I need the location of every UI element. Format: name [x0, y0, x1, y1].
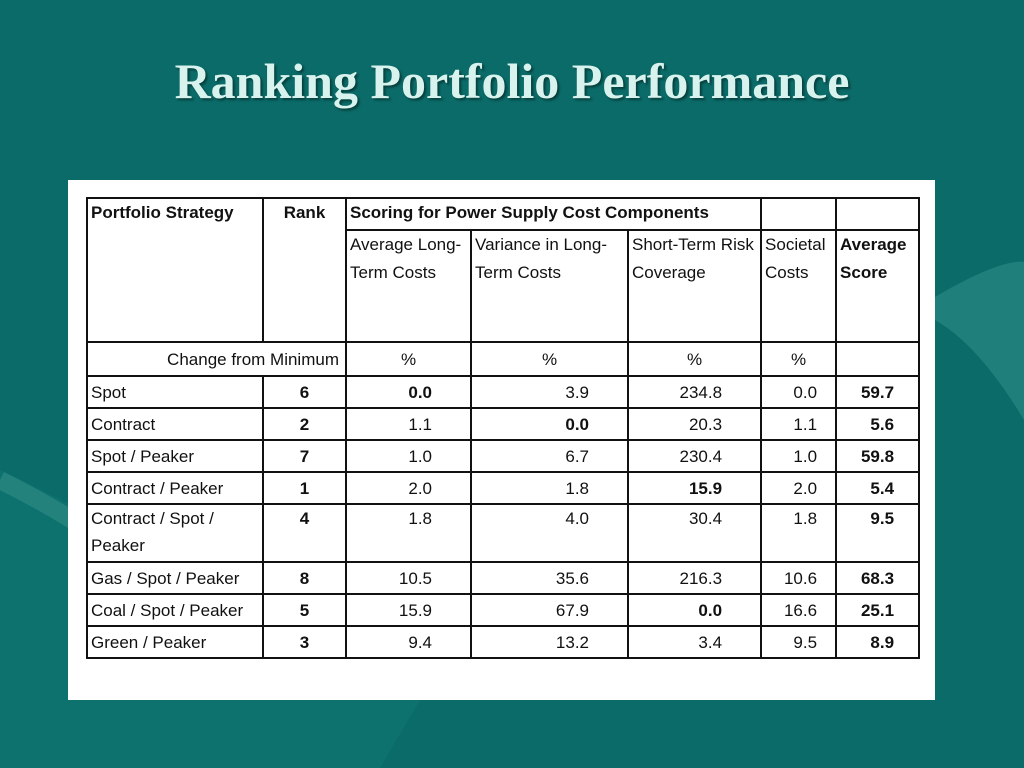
header-rank: Rank: [262, 197, 347, 343]
avg-long-term-cell: 0.0: [345, 375, 472, 409]
header-blank-cell: [835, 197, 921, 231]
header-blank-cell: [760, 197, 838, 231]
strategy-cell: Contract / Spot / Peaker: [86, 503, 264, 563]
rank-cell: 6: [262, 375, 347, 409]
average-score-cell: 59.8: [835, 439, 921, 473]
variance-cell: 4.0: [470, 503, 629, 563]
table-row: Spot 6 0.0 3.9 234.8 0.0 59.7: [86, 375, 921, 409]
portfolio-ranking-table: Portfolio Strategy Rank Scoring for Powe…: [86, 197, 921, 659]
strategy-cell: Gas / Spot / Peaker: [86, 561, 264, 595]
avg-long-term-cell: 15.9: [345, 593, 472, 627]
variance-cell: 13.2: [470, 625, 629, 659]
average-score-cell: 68.3: [835, 561, 921, 595]
unit-variance: %: [470, 341, 629, 377]
societal-cell: 1.0: [760, 439, 838, 473]
rank-cell: 3: [262, 625, 347, 659]
societal-cell: 9.5: [760, 625, 838, 659]
societal-cell: 0.0: [760, 375, 838, 409]
header-variance-long-term-costs: Variance in Long-Term Costs: [470, 229, 629, 343]
average-score-cell: 8.9: [835, 625, 921, 659]
rank-cell: 4: [262, 503, 347, 563]
units-label: Change from Minimum: [86, 341, 347, 377]
societal-cell: 10.6: [760, 561, 838, 595]
variance-cell: 1.8: [470, 471, 629, 505]
avg-long-term-cell: 10.5: [345, 561, 472, 595]
average-score-cell: 9.5: [835, 503, 921, 563]
table-row: Green / Peaker 3 9.4 13.2 3.4 9.5 8.9: [86, 625, 921, 659]
table-panel: Portfolio Strategy Rank Scoring for Powe…: [68, 180, 935, 700]
table-row: Coal / Spot / Peaker 5 15.9 67.9 0.0 16.…: [86, 593, 921, 627]
unit-short-term: %: [626, 341, 763, 377]
rank-cell: 8: [262, 561, 347, 595]
rank-cell: 2: [262, 407, 347, 441]
rank-cell: 7: [262, 439, 347, 473]
strategy-cell: Coal / Spot / Peaker: [86, 593, 264, 627]
average-score-cell: 5.6: [835, 407, 921, 441]
avg-long-term-cell: 1.0: [345, 439, 472, 473]
header-group-row: Portfolio Strategy Rank Scoring for Powe…: [86, 197, 921, 343]
variance-cell: 35.6: [470, 561, 629, 595]
short-term-cell: 20.3: [626, 407, 763, 441]
table-row: Contract / Spot / Peaker 4 1.8 4.0 30.4 …: [86, 503, 921, 563]
table-row: Contract 2 1.1 0.0 20.3 1.1 5.6: [86, 407, 921, 441]
units-row: Change from Minimum % % % %: [86, 341, 921, 377]
short-term-cell: 15.9: [626, 471, 763, 505]
avg-long-term-cell: 9.4: [345, 625, 472, 659]
variance-cell: 67.9: [470, 593, 629, 627]
rank-cell: 1: [262, 471, 347, 505]
average-score-cell: 25.1: [835, 593, 921, 627]
societal-cell: 1.8: [760, 503, 838, 563]
header-avg-long-term-costs: Average Long-Term Costs: [345, 229, 472, 343]
variance-cell: 0.0: [470, 407, 629, 441]
strategy-cell: Spot: [86, 375, 264, 409]
unit-societal: %: [760, 341, 838, 377]
avg-long-term-cell: 2.0: [345, 471, 472, 505]
variance-cell: 6.7: [470, 439, 629, 473]
unit-avg-long-term: %: [345, 341, 472, 377]
strategy-cell: Green / Peaker: [86, 625, 264, 659]
avg-long-term-cell: 1.8: [345, 503, 472, 563]
unit-average-score-blank: [835, 341, 921, 377]
average-score-cell: 5.4: [835, 471, 921, 505]
header-cost-components-group: Scoring for Power Supply Cost Components: [344, 197, 763, 231]
rank-cell: 5: [262, 593, 347, 627]
short-term-cell: 230.4: [626, 439, 763, 473]
avg-long-term-cell: 1.1: [345, 407, 472, 441]
societal-cell: 1.1: [760, 407, 838, 441]
strategy-cell: Contract / Peaker: [86, 471, 264, 505]
slide-title: Ranking Portfolio Performance: [174, 53, 850, 109]
short-term-cell: 3.4: [626, 625, 763, 659]
header-short-term-risk-coverage: Short-Term Risk Coverage: [626, 229, 763, 343]
table-row: Spot / Peaker 7 1.0 6.7 230.4 1.0 59.8: [86, 439, 921, 473]
societal-cell: 16.6: [760, 593, 838, 627]
header-average-score: Average Score: [835, 229, 921, 343]
header-societal-costs: Societal Costs: [760, 229, 838, 343]
short-term-cell: 0.0: [626, 593, 763, 627]
variance-cell: 3.9: [470, 375, 629, 409]
strategy-cell: Contract: [86, 407, 264, 441]
average-score-cell: 59.7: [835, 375, 921, 409]
short-term-cell: 234.8: [626, 375, 763, 409]
table-row: Contract / Peaker 1 2.0 1.8 15.9 2.0 5.4: [86, 471, 921, 505]
header-portfolio-strategy: Portfolio Strategy: [86, 197, 264, 343]
societal-cell: 2.0: [760, 471, 838, 505]
short-term-cell: 216.3: [626, 561, 763, 595]
header-subcolumn-row: Average Long-Term Costs Variance in Long…: [87, 229, 921, 343]
short-term-cell: 30.4: [626, 503, 763, 563]
strategy-cell: Spot / Peaker: [86, 439, 264, 473]
table-row: Gas / Spot / Peaker 8 10.5 35.6 216.3 10…: [86, 561, 921, 595]
